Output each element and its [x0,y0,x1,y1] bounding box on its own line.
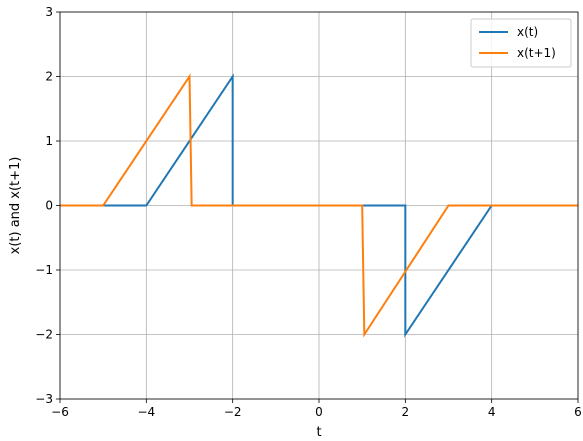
axis-ticks: −6 −4 −2 0 2 4 6 −3 −2 −1 0 1 2 3 [35,5,582,419]
y-tick-label: 2 [45,70,53,84]
legend-label-xt: x(t) [517,25,538,39]
y-tick-label: 0 [45,199,53,213]
x-tick-label: −6 [51,405,69,419]
x-tick-label: 6 [574,405,582,419]
y-tick-label: 3 [45,5,53,19]
y-tick-label: 1 [45,134,53,148]
y-tick-label: −3 [35,392,53,406]
x-axis-label: t [316,425,321,440]
legend-label-xt1: x(t+1) [517,46,556,60]
x-tick-label: −4 [137,405,155,419]
y-tick-label: −1 [35,263,53,277]
x-tick-label: −2 [224,405,242,419]
y-axis-label: x(t) and x(t+1) [8,157,23,255]
x-tick-label: 0 [315,405,323,419]
legend: x(t) x(t+1) [470,18,572,68]
y-tick-label: −2 [35,328,53,342]
x-tick-label: 4 [488,405,496,419]
plot-series [60,73,578,338]
x-tick-label: 2 [402,405,410,419]
series-line-xt1 [60,73,578,338]
